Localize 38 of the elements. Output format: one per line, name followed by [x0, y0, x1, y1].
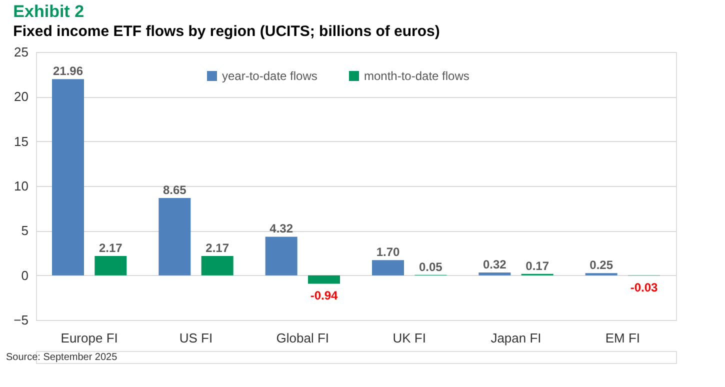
data-label: -0.03 — [630, 280, 658, 295]
legend-label: month-to-date flows — [364, 69, 470, 83]
x-tick-label: EM FI — [605, 330, 640, 346]
x-tick-label: UK FI — [392, 330, 426, 346]
y-tick-label: 10 — [14, 178, 28, 194]
bar — [372, 260, 404, 276]
data-label: 0.05 — [418, 260, 443, 274]
y-tick-label: 0 — [21, 268, 28, 283]
data-label: 0.32 — [482, 257, 507, 272]
data-label: 8.65 — [162, 183, 187, 198]
x-tick-label: Japan FI — [490, 330, 542, 346]
bar — [201, 256, 234, 276]
x-tick-label: Global FI — [276, 330, 330, 346]
chart-subtitle: Fixed income ETF flows by region (UCITS; billions of euros) — [13, 23, 440, 40]
y-tick-label: 20 — [14, 89, 28, 104]
legend-label: year-to-date flows — [222, 69, 318, 83]
bar — [52, 79, 84, 276]
y-tick-label: 5 — [21, 223, 28, 238]
bar — [158, 198, 191, 276]
x-tick-label: Europe FI — [60, 330, 118, 346]
data-label: -0.94 — [310, 288, 338, 303]
data-label: 0.17 — [526, 258, 550, 273]
bar — [94, 256, 127, 276]
chart-title: Exhibit 2 — [13, 2, 84, 21]
bar — [265, 236, 298, 276]
source-note: Source: September 2025 — [6, 352, 118, 363]
data-label: 4.32 — [270, 222, 294, 236]
data-label: 1.70 — [376, 245, 400, 260]
x-tick-label: US FI — [179, 330, 213, 346]
y-tick-label: −5 — [14, 312, 28, 328]
y-tick-label: 25 — [14, 44, 28, 60]
data-label: 0.25 — [590, 258, 614, 272]
data-label: 2.17 — [98, 240, 123, 255]
data-label: 21.96 — [52, 64, 84, 78]
y-tick-label: 15 — [14, 134, 28, 149]
data-label: 2.17 — [206, 240, 230, 255]
bar — [308, 275, 340, 284]
bar — [478, 272, 511, 276]
